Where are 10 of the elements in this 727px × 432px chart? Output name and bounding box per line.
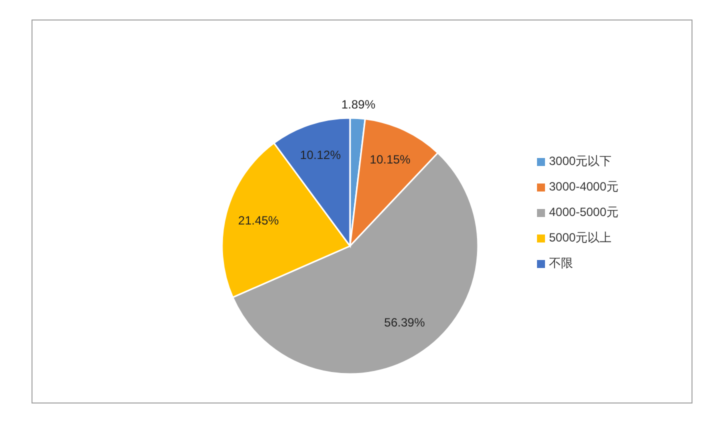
legend-label: 4000-5000元 <box>549 205 618 220</box>
data-label: 10.12% <box>300 148 342 162</box>
legend-label: 3000元以下 <box>549 154 612 168</box>
data-label: 10.15% <box>370 152 411 166</box>
data-label: 21.45% <box>238 214 280 228</box>
legend-label: 5000元以上 <box>549 230 612 245</box>
data-label: 56.39% <box>384 316 426 330</box>
data-label: 1.89% <box>341 98 376 112</box>
legend-label: 不限 <box>549 256 573 270</box>
legend-label: 3000-4000元 <box>549 180 618 194</box>
